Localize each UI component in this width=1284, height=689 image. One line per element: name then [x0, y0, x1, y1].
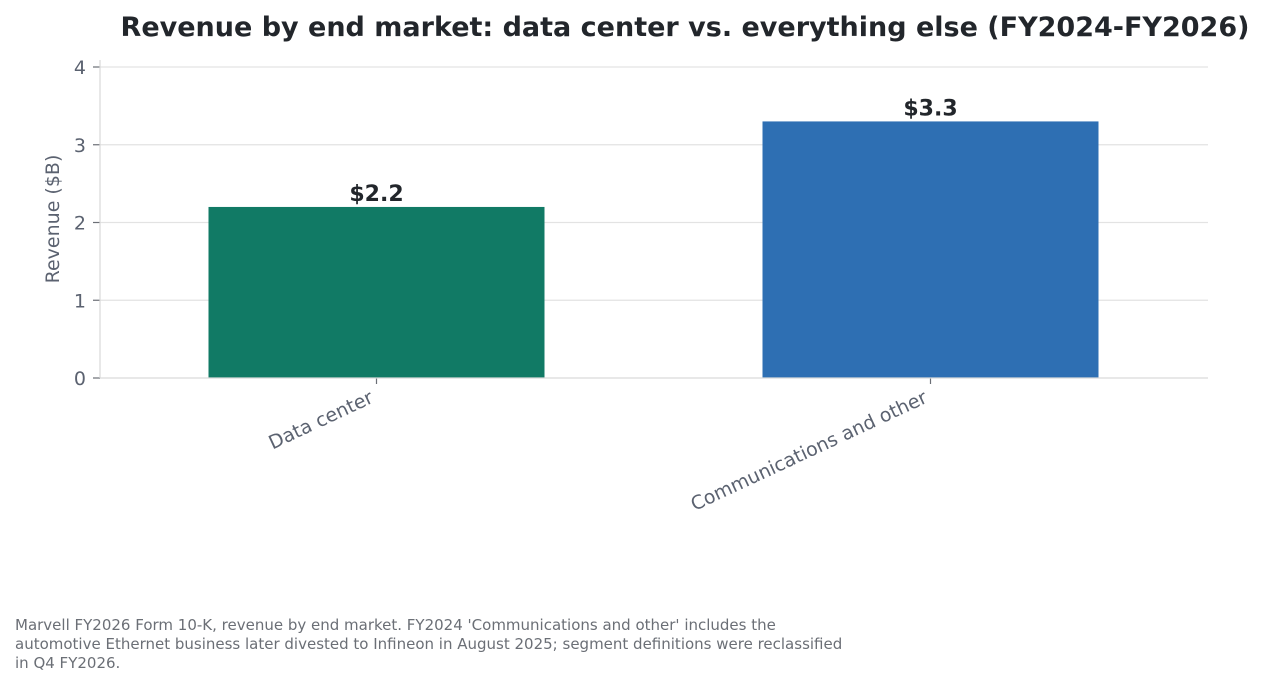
source-footnote: Marvell FY2026 Form 10-K, revenue by end… [15, 616, 843, 672]
x-axis-ticks: Data center Communications and other [265, 378, 932, 516]
x-tick-label: Data center [265, 387, 376, 455]
bars [208, 121, 1099, 379]
data-labels: $2.2 $3.3 [349, 96, 957, 207]
y-tick-label: 3 [74, 135, 86, 157]
bar-chart: Revenue by end market: data center vs. e… [42, 12, 1250, 516]
bar-value-label: $2.2 [349, 182, 403, 207]
y-axis-ticks: 0 1 2 3 4 [74, 57, 100, 390]
bar [208, 206, 545, 378]
bar-value-label: $3.3 [903, 96, 957, 121]
bar [762, 121, 1099, 379]
y-tick-label: 2 [74, 213, 86, 235]
y-tick-label: 1 [74, 290, 86, 312]
x-tick-label: Communications and other [687, 387, 930, 516]
y-tick-label: 4 [74, 57, 86, 79]
y-axis-label: Revenue ($B) [42, 155, 64, 284]
y-tick-label: 0 [74, 368, 86, 390]
chart-title: Revenue by end market: data center vs. e… [121, 12, 1250, 43]
